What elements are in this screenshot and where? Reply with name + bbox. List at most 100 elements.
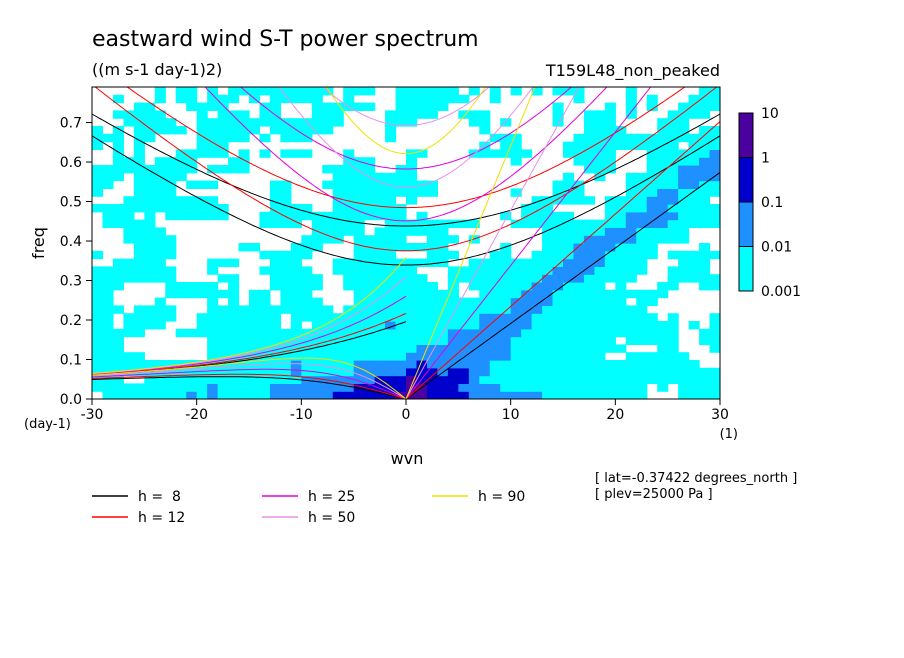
heatmap-cell — [531, 219, 543, 228]
heatmap-cell — [426, 188, 438, 197]
heatmap-cell — [563, 367, 575, 377]
heatmap-cell — [364, 250, 376, 260]
heatmap-cell — [406, 344, 418, 353]
heatmap-cell — [280, 305, 292, 314]
y-tick-label: 0.7 — [60, 116, 82, 132]
heatmap-cell — [646, 375, 658, 384]
heatmap-cell — [479, 297, 491, 306]
heatmap-cell — [489, 274, 501, 283]
heatmap-cell — [301, 126, 313, 135]
heatmap-cell — [364, 180, 376, 189]
heatmap-cell — [249, 360, 261, 369]
heatmap-cell — [426, 235, 438, 244]
heatmap-cell — [395, 321, 407, 330]
heatmap-cell — [552, 235, 564, 244]
heatmap-cell — [688, 157, 700, 166]
heatmap-cell — [374, 289, 386, 299]
heatmap-cell — [594, 274, 606, 283]
heatmap-cell — [583, 375, 595, 384]
heatmap-cell — [144, 219, 156, 228]
heatmap-cell — [165, 250, 177, 260]
heatmap-cell — [657, 126, 669, 135]
heatmap-cell — [625, 266, 637, 275]
heatmap-cell — [343, 282, 355, 291]
heatmap-cell — [500, 211, 512, 221]
heatmap-cell — [364, 336, 376, 345]
heatmap-cell — [395, 235, 407, 244]
heatmap-cell — [144, 313, 156, 322]
heatmap-cell — [416, 321, 428, 330]
heatmap-cell — [667, 336, 679, 345]
heatmap-cell — [437, 383, 449, 392]
heatmap-cell — [583, 328, 595, 338]
heatmap-cell — [343, 157, 355, 166]
heatmap-cell — [646, 204, 658, 213]
heatmap-cell — [186, 289, 198, 299]
heatmap-cell — [646, 321, 658, 330]
heatmap-cell — [604, 305, 616, 314]
heatmap-cell — [301, 344, 313, 353]
heatmap-cell — [510, 344, 522, 353]
heatmap-cell — [500, 360, 512, 369]
heatmap-cell — [594, 110, 606, 119]
heatmap-cell — [699, 367, 711, 377]
heatmap-cell — [301, 149, 313, 158]
heatmap-cell — [657, 328, 669, 338]
heatmap-cell — [500, 328, 512, 338]
heatmap-cell — [133, 352, 145, 361]
heatmap-cell — [385, 235, 397, 244]
heatmap-cell — [332, 258, 344, 267]
heatmap-cell — [542, 211, 554, 221]
heatmap-cell — [552, 352, 564, 361]
heatmap-cell — [552, 180, 564, 189]
heatmap-cell — [447, 328, 459, 338]
colorbar-segment — [738, 157, 754, 203]
heatmap-cell — [133, 141, 145, 150]
heatmap-cell — [343, 367, 355, 377]
heatmap-cell — [479, 352, 491, 361]
heatmap-cell — [667, 282, 679, 291]
heatmap-cell — [426, 94, 438, 104]
heatmap-cell — [709, 211, 720, 221]
heatmap-cell — [112, 157, 124, 166]
heatmap-cell — [343, 391, 355, 399]
heatmap-cell — [92, 328, 104, 338]
heatmap-cell — [468, 305, 480, 314]
heatmap-cell — [290, 274, 302, 283]
heatmap-cell — [332, 367, 344, 377]
heatmap-cell — [332, 266, 344, 275]
heatmap-cell — [175, 149, 187, 158]
heatmap-cell — [709, 157, 720, 166]
heatmap-cell — [154, 165, 166, 174]
heatmap-cell — [374, 196, 386, 205]
heatmap-cell — [479, 282, 491, 291]
heatmap-cell — [552, 211, 564, 221]
mixed-rossby-gravity-curve — [92, 295, 407, 375]
heatmap-cell — [709, 250, 720, 260]
heatmap-cell — [217, 102, 229, 111]
heatmap-cell — [364, 188, 376, 197]
heatmap-cell — [343, 149, 355, 158]
heatmap-cell — [154, 305, 166, 314]
heatmap-cell — [385, 344, 397, 353]
heatmap-cell — [112, 94, 124, 104]
heatmap-cell — [249, 126, 261, 135]
heatmap-cell — [667, 367, 679, 377]
heatmap-cell — [186, 94, 198, 104]
heatmap-cell — [416, 219, 428, 228]
heatmap-cell — [563, 321, 575, 330]
heatmap-cell — [583, 289, 595, 299]
heatmap-cell — [667, 313, 679, 322]
heatmap-cell — [426, 352, 438, 361]
heatmap-cell — [573, 274, 585, 283]
heatmap-cell — [709, 328, 720, 338]
heatmap-cell — [542, 258, 554, 267]
colorbar-label: 10 — [761, 106, 779, 122]
heatmap-cell — [228, 375, 240, 384]
heatmap-cell — [468, 352, 480, 361]
heatmap-cell — [290, 297, 302, 306]
heatmap-cell — [447, 383, 459, 392]
heatmap-cell — [479, 141, 491, 150]
heatmap-cell — [332, 391, 344, 399]
heatmap-cell — [573, 180, 585, 189]
